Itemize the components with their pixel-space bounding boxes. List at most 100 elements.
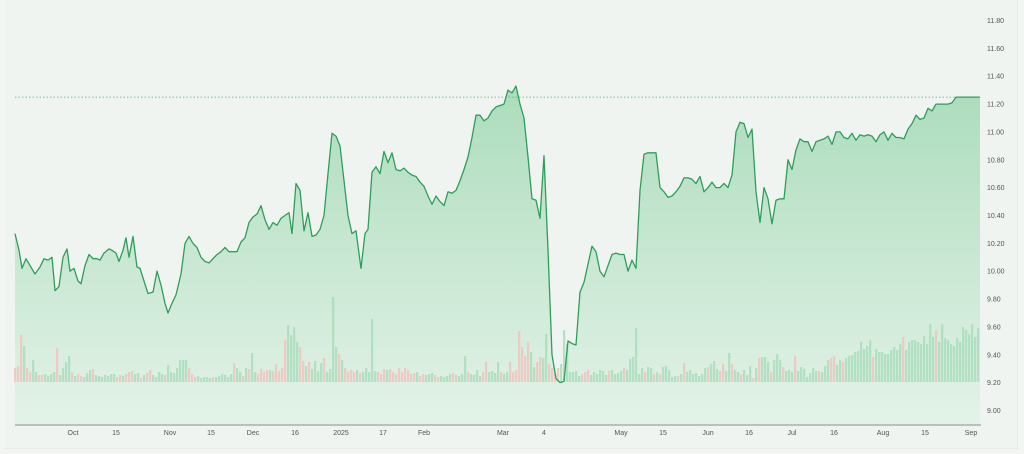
volume-bar	[257, 374, 260, 382]
volume-bar	[47, 376, 50, 382]
volume-bar	[41, 375, 44, 382]
volume-bar	[128, 372, 131, 382]
volume-bar	[956, 338, 959, 382]
volume-bar	[173, 373, 176, 382]
volume-bar	[749, 366, 752, 382]
volume-bar	[428, 374, 431, 382]
volume-bar	[839, 360, 842, 382]
volume-bar	[662, 367, 665, 382]
volume-bar	[947, 340, 950, 382]
volume-bar	[23, 346, 26, 382]
volume-bar	[653, 374, 656, 382]
volume-bar	[62, 368, 65, 382]
volume-bar	[965, 330, 968, 382]
x-tick-label: Aug	[877, 430, 890, 437]
volume-bar	[104, 375, 107, 382]
y-tick-label: 10.60	[987, 185, 1005, 192]
volume-bar	[779, 360, 782, 382]
x-tick-label: Dec	[247, 430, 260, 437]
y-tick-label: 10.00	[987, 269, 1005, 276]
volume-bar	[380, 374, 383, 382]
volume-bar	[719, 371, 722, 382]
volume-bar	[245, 368, 248, 382]
volume-bar	[422, 374, 425, 382]
y-tick-label: 9.60	[987, 324, 1001, 331]
volume-bar	[68, 356, 71, 382]
volume-bar	[617, 373, 620, 382]
volume-bar	[101, 377, 104, 382]
y-tick-label: 10.80	[987, 157, 1005, 164]
price-line-path	[14, 85, 980, 384]
x-tick-label: 4	[542, 430, 546, 437]
volume-bar	[491, 371, 494, 382]
volume-bar	[368, 372, 371, 382]
volume-bar	[809, 373, 812, 382]
volume-bar	[434, 375, 437, 382]
volume-bar	[914, 340, 917, 382]
volume-bar	[410, 374, 413, 382]
volume-bar	[926, 344, 929, 382]
volume-bar	[20, 335, 23, 382]
volume-bar	[227, 377, 230, 382]
volume-bar	[656, 372, 659, 382]
volume-bar	[449, 374, 452, 382]
volume-bar	[635, 328, 638, 382]
volume-bar	[158, 372, 161, 382]
volume-bar	[578, 376, 581, 382]
volume-bar	[560, 364, 563, 382]
volume-bar	[698, 376, 701, 382]
volume-bar	[248, 369, 251, 382]
y-tick-label: 11.40	[987, 74, 1004, 81]
volume-bar	[755, 368, 758, 382]
volume-bar	[266, 370, 269, 382]
volume-bar	[680, 374, 683, 382]
volume-bar	[119, 375, 122, 382]
volume-bar	[728, 353, 731, 382]
volume-bar	[236, 368, 239, 382]
volume-bar	[917, 342, 920, 382]
volume-bar	[29, 372, 32, 382]
volume-bar	[746, 375, 749, 382]
y-tick-label: 11.20	[987, 102, 1004, 109]
volume-bar	[515, 370, 518, 382]
volume-bar	[605, 375, 608, 382]
volume-bar	[440, 376, 443, 382]
volume-bar	[506, 372, 509, 382]
volume-bar	[122, 376, 125, 382]
volume-bar	[641, 368, 644, 382]
volume-bar	[614, 374, 617, 382]
volume-bar	[899, 344, 902, 382]
volume-bar	[599, 370, 602, 382]
volume-bar	[596, 374, 599, 382]
volume-bar	[281, 368, 284, 382]
volume-bar	[896, 350, 899, 382]
volume-bar	[920, 344, 923, 382]
volume-bar	[461, 374, 464, 382]
volume-bar	[446, 376, 449, 382]
volume-bar	[854, 352, 857, 382]
volume-bar	[221, 374, 224, 382]
volume-bar	[545, 334, 548, 382]
x-tick-label: 16	[745, 430, 753, 437]
volume-bar	[26, 368, 29, 382]
volume-bar	[14, 368, 17, 382]
x-tick-label: 15	[659, 430, 667, 437]
volume-bar	[89, 370, 92, 382]
volume-bar	[302, 361, 305, 382]
volume-bar	[464, 356, 467, 382]
volume-bar	[818, 371, 821, 382]
volume-bar	[203, 377, 206, 382]
volume-bar	[536, 362, 539, 382]
volume-bar	[395, 374, 398, 382]
y-tick-label: 9.80	[987, 297, 1001, 304]
volume-bar	[875, 349, 878, 382]
volume-bar	[482, 372, 485, 382]
volume-bar	[611, 370, 614, 382]
volume-bar	[32, 360, 35, 382]
volume-bar	[554, 373, 557, 382]
volume-bar	[470, 374, 473, 382]
volume-bar	[233, 363, 236, 382]
volume-bar	[338, 354, 341, 382]
volume-bar	[704, 368, 707, 382]
